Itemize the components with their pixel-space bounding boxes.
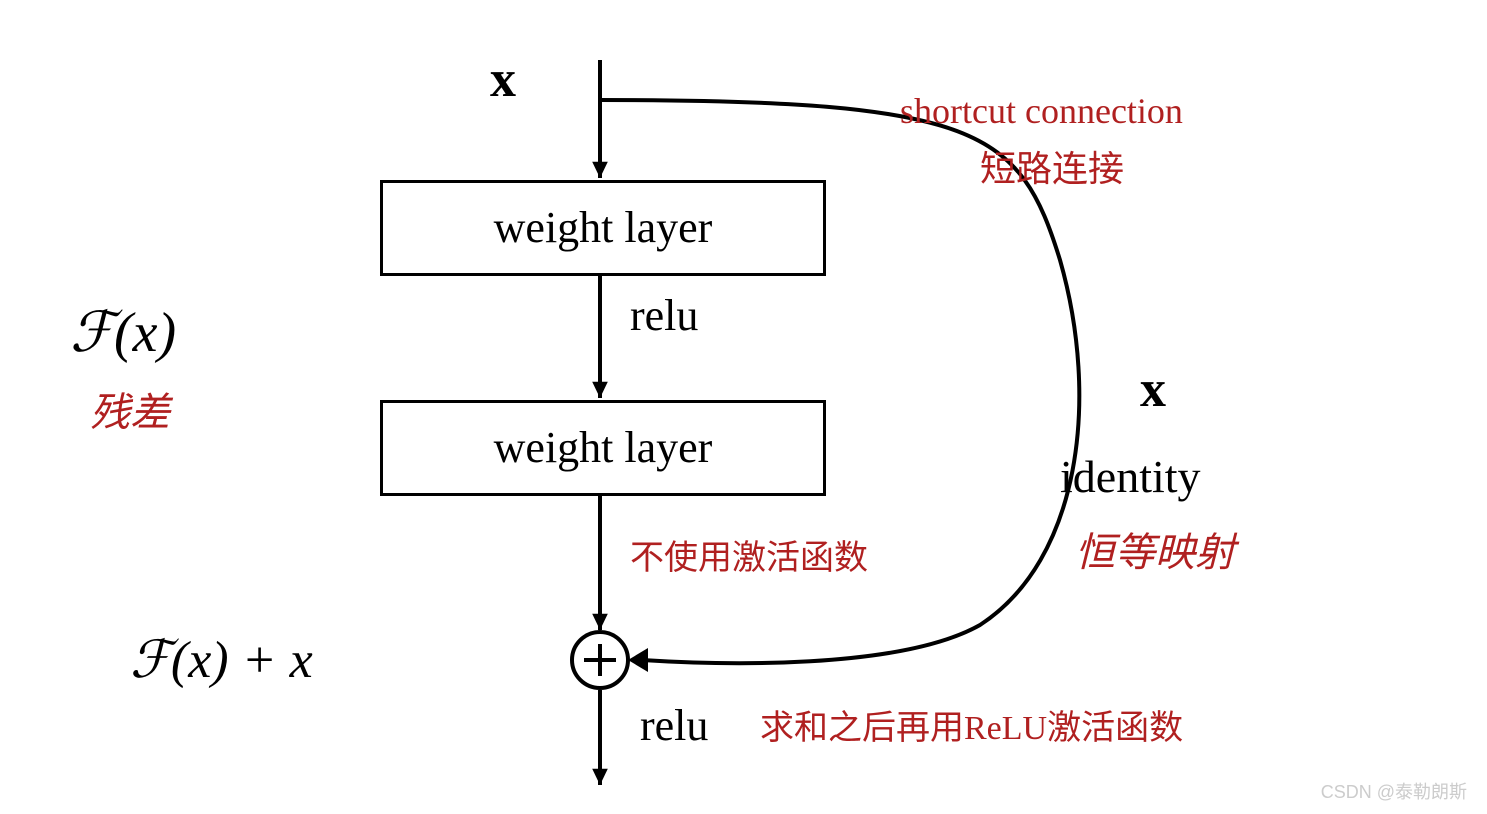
fx-label: ℱ(x) [70,300,176,365]
arrow-layer2-to-plus-head [592,614,608,630]
arrow-layer1-to-layer2-head [592,382,608,398]
arrow-plus-to-output-head [592,769,608,785]
identity-x-label: x [1140,360,1166,419]
fx-annotation: 残差 [90,380,170,438]
after-sum-annotation: 求和之后再用ReLU激活函数 [760,700,1183,749]
identity-label: identity [1060,450,1201,503]
no-activation-annotation: 不使用激活函数 [630,530,868,579]
arrow-input-to-layer1-head [592,162,608,178]
shortcut-annotation-line2: 短路连接 [980,140,1124,192]
weight-layer-1-box: weight layer [380,180,826,276]
weight-layer-2-box: weight layer [380,400,826,496]
relu-bottom-label: relu [640,700,708,751]
input-x-label: x [490,50,516,109]
identity-annotation: 恒等映射 [1075,520,1235,578]
weight-layer-1-text: weight layer [494,203,713,252]
relu-mid-label: relu [630,290,698,341]
shortcut-annotation-line1: shortcut connection [900,90,1183,132]
shortcut-arrowhead [628,648,648,672]
weight-layer-2-text: weight layer [494,423,713,472]
csdn-watermark: CSDN @泰勒朗斯 [1321,778,1467,804]
fx-plus-x-label: ℱ(x) + x [130,630,313,690]
